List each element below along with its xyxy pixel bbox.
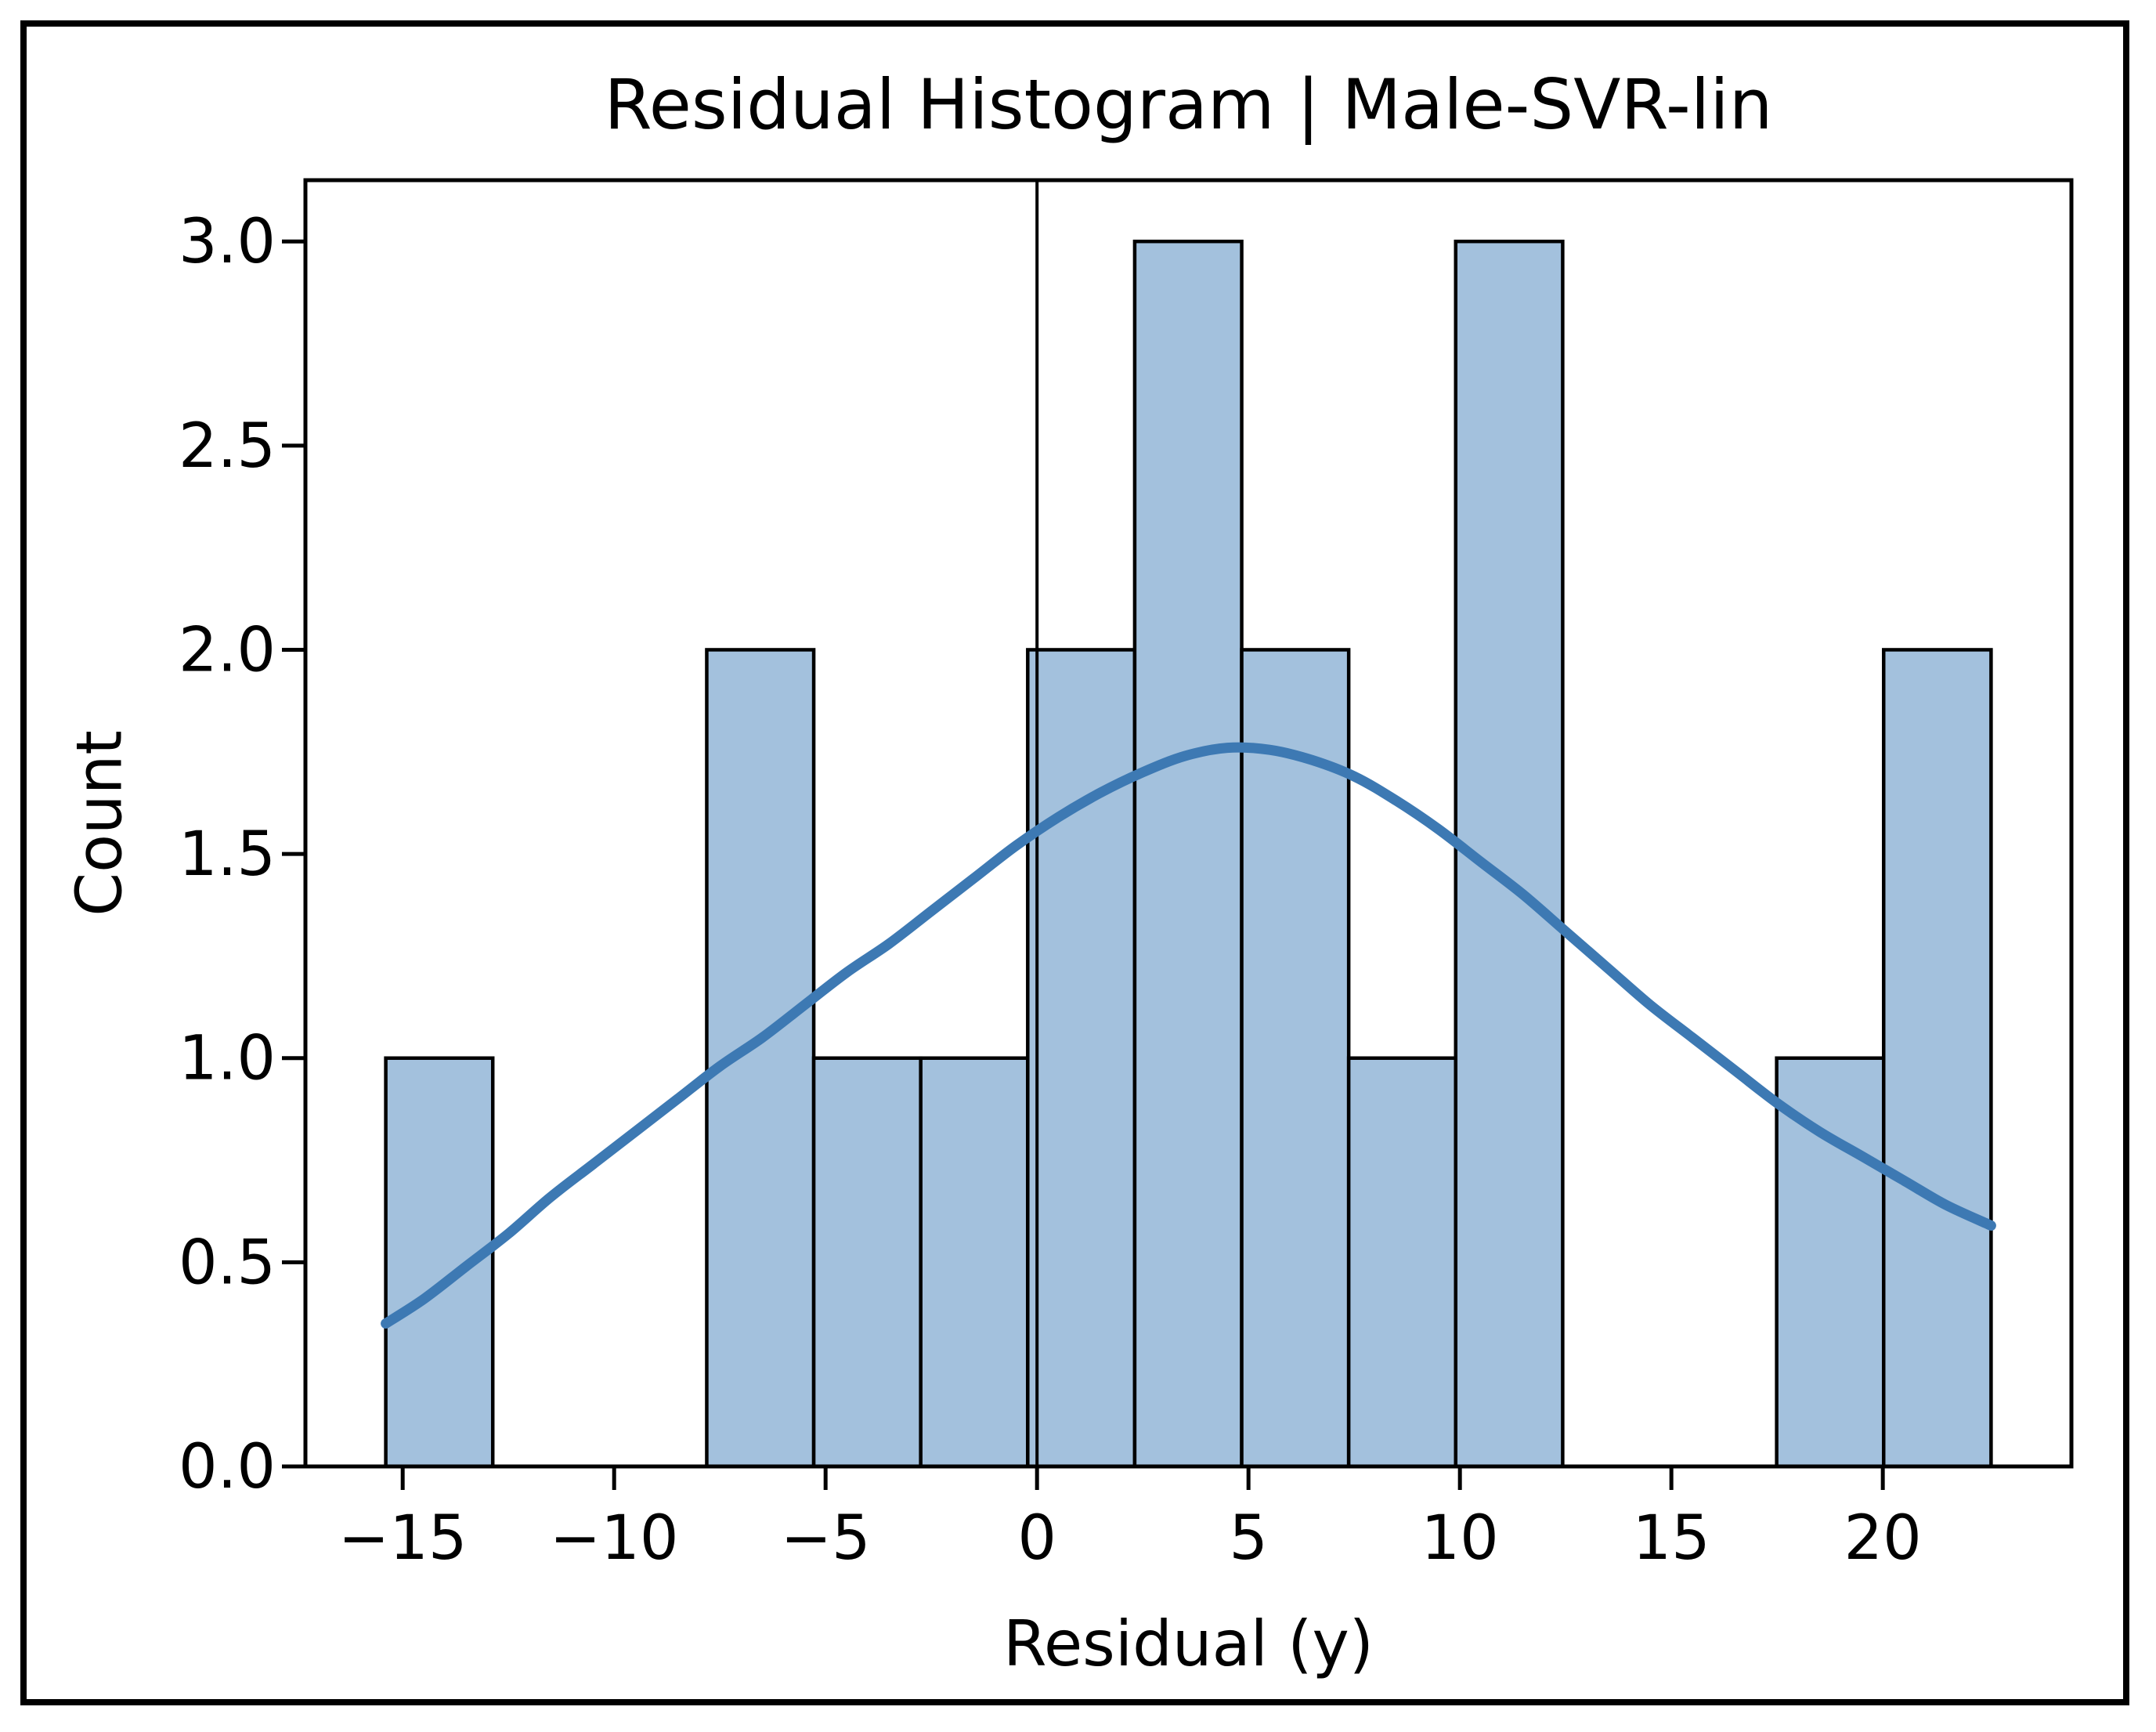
x-tick-label: 5 (1229, 1503, 1268, 1574)
x-tick-label: 10 (1421, 1503, 1499, 1574)
histogram-bar (919, 1056, 1030, 1469)
y-tick-label: 1.0 (179, 1024, 276, 1094)
y-tick-label: 0.5 (179, 1228, 276, 1298)
histogram-bar (1026, 648, 1137, 1469)
x-tick-label: −10 (550, 1503, 679, 1574)
histogram-bar (811, 1056, 923, 1469)
x-axis-label: Residual (y) (1002, 1607, 1374, 1680)
chart-title: Residual Histogram | Male-SVR-lin (604, 64, 1773, 145)
x-tick-label: 20 (1844, 1503, 1922, 1574)
x-tick-label: 15 (1633, 1503, 1710, 1574)
histogram-bar (1240, 648, 1351, 1469)
x-tick-label: 0 (1017, 1503, 1056, 1574)
y-tick-label: 3.0 (179, 207, 276, 277)
histogram-bar (1881, 648, 1993, 1469)
y-axis-label: Count (63, 730, 136, 917)
y-tick-label: 2.5 (179, 411, 276, 482)
kde-curve (381, 742, 1996, 1329)
x-tick-label: −15 (338, 1503, 468, 1574)
y-tick-label: 1.5 (179, 819, 276, 890)
x-tick-label: −5 (781, 1503, 871, 1574)
histogram-bar (1132, 239, 1244, 1469)
histogram-bar (1346, 1056, 1458, 1469)
y-tick-label: 0.0 (179, 1432, 276, 1502)
y-tick-label: 2.0 (179, 615, 276, 685)
axes-spines (303, 178, 2074, 1469)
